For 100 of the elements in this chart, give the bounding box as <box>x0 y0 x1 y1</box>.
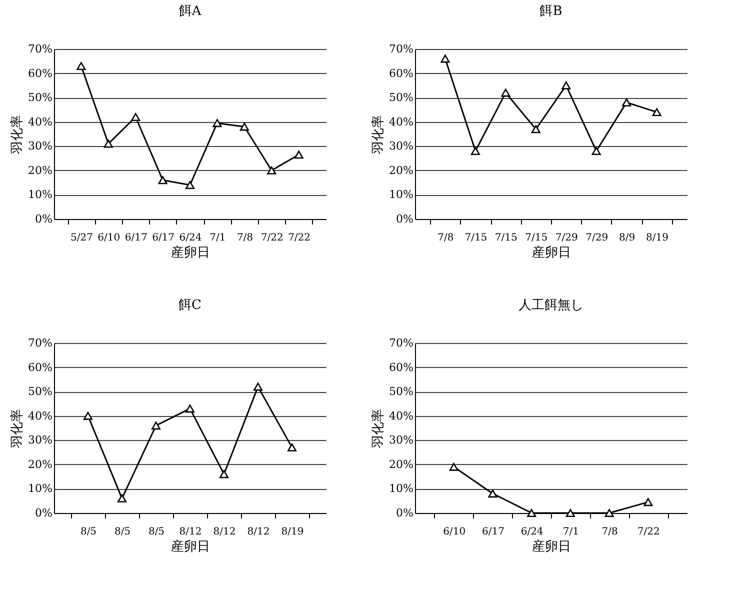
point <box>531 125 540 134</box>
point <box>592 146 601 156</box>
y-axis-title: 羽化率 <box>370 115 386 155</box>
point <box>185 404 195 413</box>
y-tick-label: 30% <box>389 434 414 447</box>
x-tick-label: 7/1 <box>562 526 579 538</box>
chart-title: 餌C <box>178 298 202 313</box>
y-tick-label: 60% <box>389 66 414 80</box>
x-tick-label: 6/24 <box>179 232 202 244</box>
y-tick-label: 60% <box>389 360 414 374</box>
point <box>240 122 249 131</box>
x-tick-label: 7/29 <box>555 232 578 244</box>
point <box>527 508 536 518</box>
y-tick-label: 30% <box>28 434 52 447</box>
x-tick-label: 6/10 <box>443 526 466 538</box>
y-tick-label: 40% <box>28 115 52 128</box>
y-tick-label: 40% <box>389 409 414 422</box>
x-tick-label: 7/8 <box>602 526 618 538</box>
y-tick-label: 50% <box>28 385 52 398</box>
point <box>604 508 614 518</box>
y-tick-label: 50% <box>389 91 414 104</box>
x-tick-label: 8/9 <box>619 232 636 244</box>
y-tick-label: 60% <box>28 360 52 374</box>
point <box>185 180 195 190</box>
chart-title: 餌A <box>178 4 202 19</box>
x-tick-label: 8/5 <box>80 526 97 538</box>
x-tick-label: 7/15 <box>464 232 488 244</box>
point <box>501 88 510 97</box>
x-tick-label: 5/27 <box>70 232 93 244</box>
x-tick-label: 8/12 <box>179 526 202 538</box>
point <box>104 140 113 148</box>
y-axis-title: 羽化率 <box>9 409 26 449</box>
y-tick-label: 40% <box>389 115 414 128</box>
point <box>267 166 276 174</box>
y-tick-label: 70% <box>389 42 414 56</box>
x-axis-title: 産卵日 <box>171 538 210 554</box>
x-tick-label: 7/8 <box>438 232 454 244</box>
point <box>622 98 632 106</box>
x-tick-label: 7/22 <box>637 526 660 538</box>
point <box>440 54 450 63</box>
x-tick-label: 8/5 <box>114 526 131 538</box>
point <box>562 81 571 90</box>
x-tick-label: 6/17 <box>124 232 148 244</box>
y-tick-label: 10% <box>389 188 414 202</box>
x-axis-title: 産卵日 <box>171 244 210 260</box>
x-tick-label: 6/24 <box>520 526 544 538</box>
y-tick-label: 0% <box>396 212 414 226</box>
y-tick-label: 70% <box>28 336 52 350</box>
y-tick-label: 50% <box>389 385 414 398</box>
y-tick-label: 20% <box>28 164 52 177</box>
point <box>212 119 222 128</box>
y-tick-label: 30% <box>389 140 414 153</box>
x-tick-label: 7/1 <box>210 232 226 244</box>
point <box>131 112 140 122</box>
point <box>219 470 229 478</box>
point <box>158 176 168 184</box>
x-tick-label: 7/8 <box>236 232 253 244</box>
y-tick-label: 30% <box>28 140 52 153</box>
point <box>287 443 297 452</box>
chart-title: 餌B <box>540 4 562 19</box>
point <box>151 422 161 430</box>
y-tick-label: 50% <box>28 91 52 104</box>
point <box>449 462 458 471</box>
y-tick-label: 70% <box>389 336 414 350</box>
y-tick-label: 10% <box>28 188 52 202</box>
x-tick-label: 8/5 <box>148 526 165 538</box>
chart-title: 人工餌無し <box>518 298 584 313</box>
x-tick-label: 7/22 <box>260 232 284 244</box>
x-tick-label: 7/29 <box>586 232 608 244</box>
y-tick-label: 60% <box>28 66 52 80</box>
point <box>644 498 653 506</box>
y-tick-label: 0% <box>35 212 52 226</box>
x-axis-title: 産卵日 <box>532 538 571 554</box>
x-tick-label: 8/19 <box>281 526 304 538</box>
x-tick-label: 7/22 <box>288 232 311 244</box>
point <box>294 150 304 159</box>
y-tick-label: 20% <box>28 458 52 471</box>
y-tick-label: 10% <box>28 482 52 496</box>
y-axis-title: 羽化率 <box>9 115 26 155</box>
y-axis-title: 羽化率 <box>370 409 386 449</box>
x-axis-title: 産卵日 <box>532 244 571 260</box>
point <box>652 108 662 116</box>
y-tick-label: 40% <box>28 409 52 422</box>
point <box>117 494 127 502</box>
y-tick-label: 20% <box>389 458 414 471</box>
y-tick-label: 10% <box>389 482 414 496</box>
point <box>566 508 575 518</box>
x-tick-label: 6/17 <box>152 232 175 244</box>
y-tick-label: 0% <box>35 506 52 520</box>
x-tick-label: 6/17 <box>482 526 504 538</box>
point <box>83 412 93 420</box>
point <box>488 490 498 498</box>
x-tick-label: 8/12 <box>247 526 270 538</box>
point <box>470 146 480 156</box>
point <box>253 382 263 391</box>
x-tick-label: 8/19 <box>646 232 669 244</box>
x-tick-label: 7/15 <box>525 232 548 244</box>
x-tick-label: 6/10 <box>98 232 120 244</box>
y-tick-label: 70% <box>28 42 52 56</box>
x-tick-label: 8/12 <box>213 526 236 538</box>
